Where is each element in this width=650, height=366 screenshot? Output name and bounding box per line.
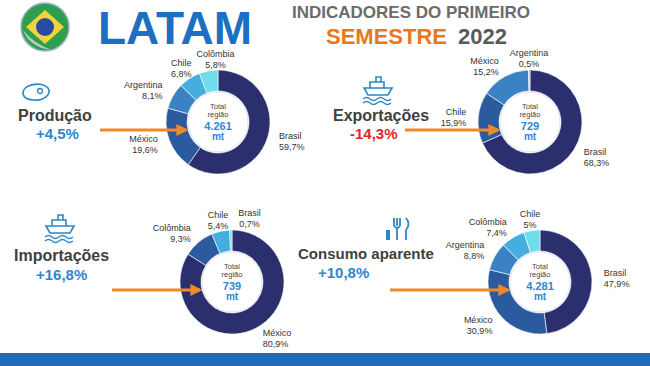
data-label-value: 5,4%	[208, 221, 229, 231]
center-text: região	[520, 110, 541, 119]
chart-subtitle: +4,5%	[36, 125, 79, 142]
arrow	[100, 129, 186, 132]
slice	[528, 70, 530, 91]
slices	[478, 70, 582, 174]
slice	[230, 230, 232, 251]
donut-chart: Exportações-14,3%Totalregião729mtBrasil6…	[333, 48, 609, 174]
icon	[363, 77, 392, 105]
data-label-category: México	[464, 315, 493, 325]
icon-bone	[38, 89, 43, 94]
data-label-category: Argentina	[446, 240, 485, 250]
chart-subtitle: +16,8%	[36, 266, 87, 283]
center-text: região	[530, 270, 551, 279]
slices	[488, 230, 592, 334]
icon-waves	[363, 98, 391, 105]
data-label-value: 68,3%	[584, 158, 610, 168]
center-hole	[510, 252, 570, 312]
chart-title: Importações	[14, 247, 109, 264]
footer-bar	[0, 353, 650, 366]
center-text: região	[208, 110, 229, 119]
data-label-value: 9,3%	[170, 234, 191, 244]
data-label-value: 80,9%	[263, 339, 289, 349]
center-text: mt	[534, 291, 547, 302]
icon-ship	[46, 215, 74, 233]
icon-ship	[364, 77, 392, 95]
canvas: LATAM INDICADORES DO PRIMEIRO SEMESTRE 2022…	[0, 0, 650, 366]
data-label-value: 19,6%	[132, 145, 158, 155]
slices	[166, 70, 270, 174]
data-label-value: 5%	[523, 220, 536, 230]
center-hole	[188, 92, 248, 152]
icon	[23, 84, 49, 100]
icon	[386, 218, 409, 240]
center-hole	[500, 92, 560, 152]
data-label-category: México	[263, 328, 292, 338]
data-label-value: 0,5%	[519, 59, 540, 69]
globe-shade	[23, 30, 52, 50]
data-label-category: Chile	[446, 107, 467, 117]
globe	[21, 3, 69, 51]
data-label-category: Chile	[520, 209, 541, 219]
slices	[180, 230, 284, 334]
data-label-category: Brasil	[584, 147, 607, 157]
globe-center	[36, 18, 54, 36]
globe-diamond	[26, 10, 64, 44]
data-label-category: Colômbia	[196, 49, 234, 59]
data-label-category: Colômbia	[469, 217, 507, 227]
data-label-category: México	[129, 134, 158, 144]
chart-title: Produção	[18, 107, 92, 124]
data-label-value: 5,8%	[205, 60, 226, 70]
header-title: LATAM	[98, 2, 252, 54]
globe-body	[21, 3, 69, 51]
data-label-value: 6,8%	[171, 69, 192, 79]
data-label-category: Brasil	[279, 131, 302, 141]
chart-subtitle: +10,8%	[318, 264, 369, 281]
header-subtitle: INDICADORES DO PRIMEIRO	[292, 3, 530, 22]
icon-waves	[45, 236, 73, 243]
icon-fork	[394, 218, 409, 240]
header-subtitle: 2022	[458, 24, 507, 49]
center-text: região	[222, 270, 243, 279]
data-label-value: 47,9%	[604, 279, 630, 289]
center-text: mt	[524, 131, 537, 142]
data-label-value: 59,7%	[279, 142, 305, 152]
slice	[212, 230, 231, 253]
chart-subtitle: -14,3%	[350, 125, 398, 142]
donut-chart: Consumo aparente+10,8%Totalregião4.281mt…	[298, 209, 629, 336]
data-label-value: 8,8%	[464, 251, 485, 261]
data-label-value: 30,9%	[467, 326, 493, 336]
arrow	[405, 129, 498, 132]
data-label-category: Brasil	[238, 208, 261, 218]
donut-chart: Produção+4,5%Totalregião4.261mtBrasil59,…	[18, 49, 305, 174]
center-hole	[202, 252, 262, 312]
slice	[199, 70, 218, 93]
chart-title: Exportações	[333, 107, 429, 124]
data-label-category: Chile	[171, 58, 192, 68]
center-text: mt	[226, 291, 239, 302]
data-label-category: Brasil	[604, 268, 627, 278]
arrow	[390, 289, 508, 292]
data-label-category: Argentina	[510, 48, 549, 58]
center-text: mt	[212, 131, 225, 142]
icon-meat	[23, 84, 49, 100]
data-label-category: México	[470, 56, 499, 66]
slice	[180, 230, 284, 334]
data-label-value: 15,2%	[473, 67, 499, 77]
arrow	[112, 289, 200, 292]
icon-bar	[386, 230, 390, 240]
header-subtitle: SEMESTRE	[326, 24, 447, 49]
data-label-category: Argentina	[124, 80, 163, 90]
chart-title: Consumo aparente	[298, 245, 434, 262]
data-label-value: 7,4%	[486, 228, 507, 238]
slice	[524, 230, 540, 253]
data-label-value: 8,1%	[142, 91, 163, 101]
data-label-category: Chile	[208, 210, 229, 220]
data-label-value: 15,9%	[441, 118, 467, 128]
donut-chart: Importações+16,8%Totalregião739mtMéxico8…	[14, 208, 291, 349]
icon	[45, 215, 74, 243]
data-label-value: 0,7%	[239, 219, 260, 229]
data-label-category: Colômbia	[153, 223, 191, 233]
